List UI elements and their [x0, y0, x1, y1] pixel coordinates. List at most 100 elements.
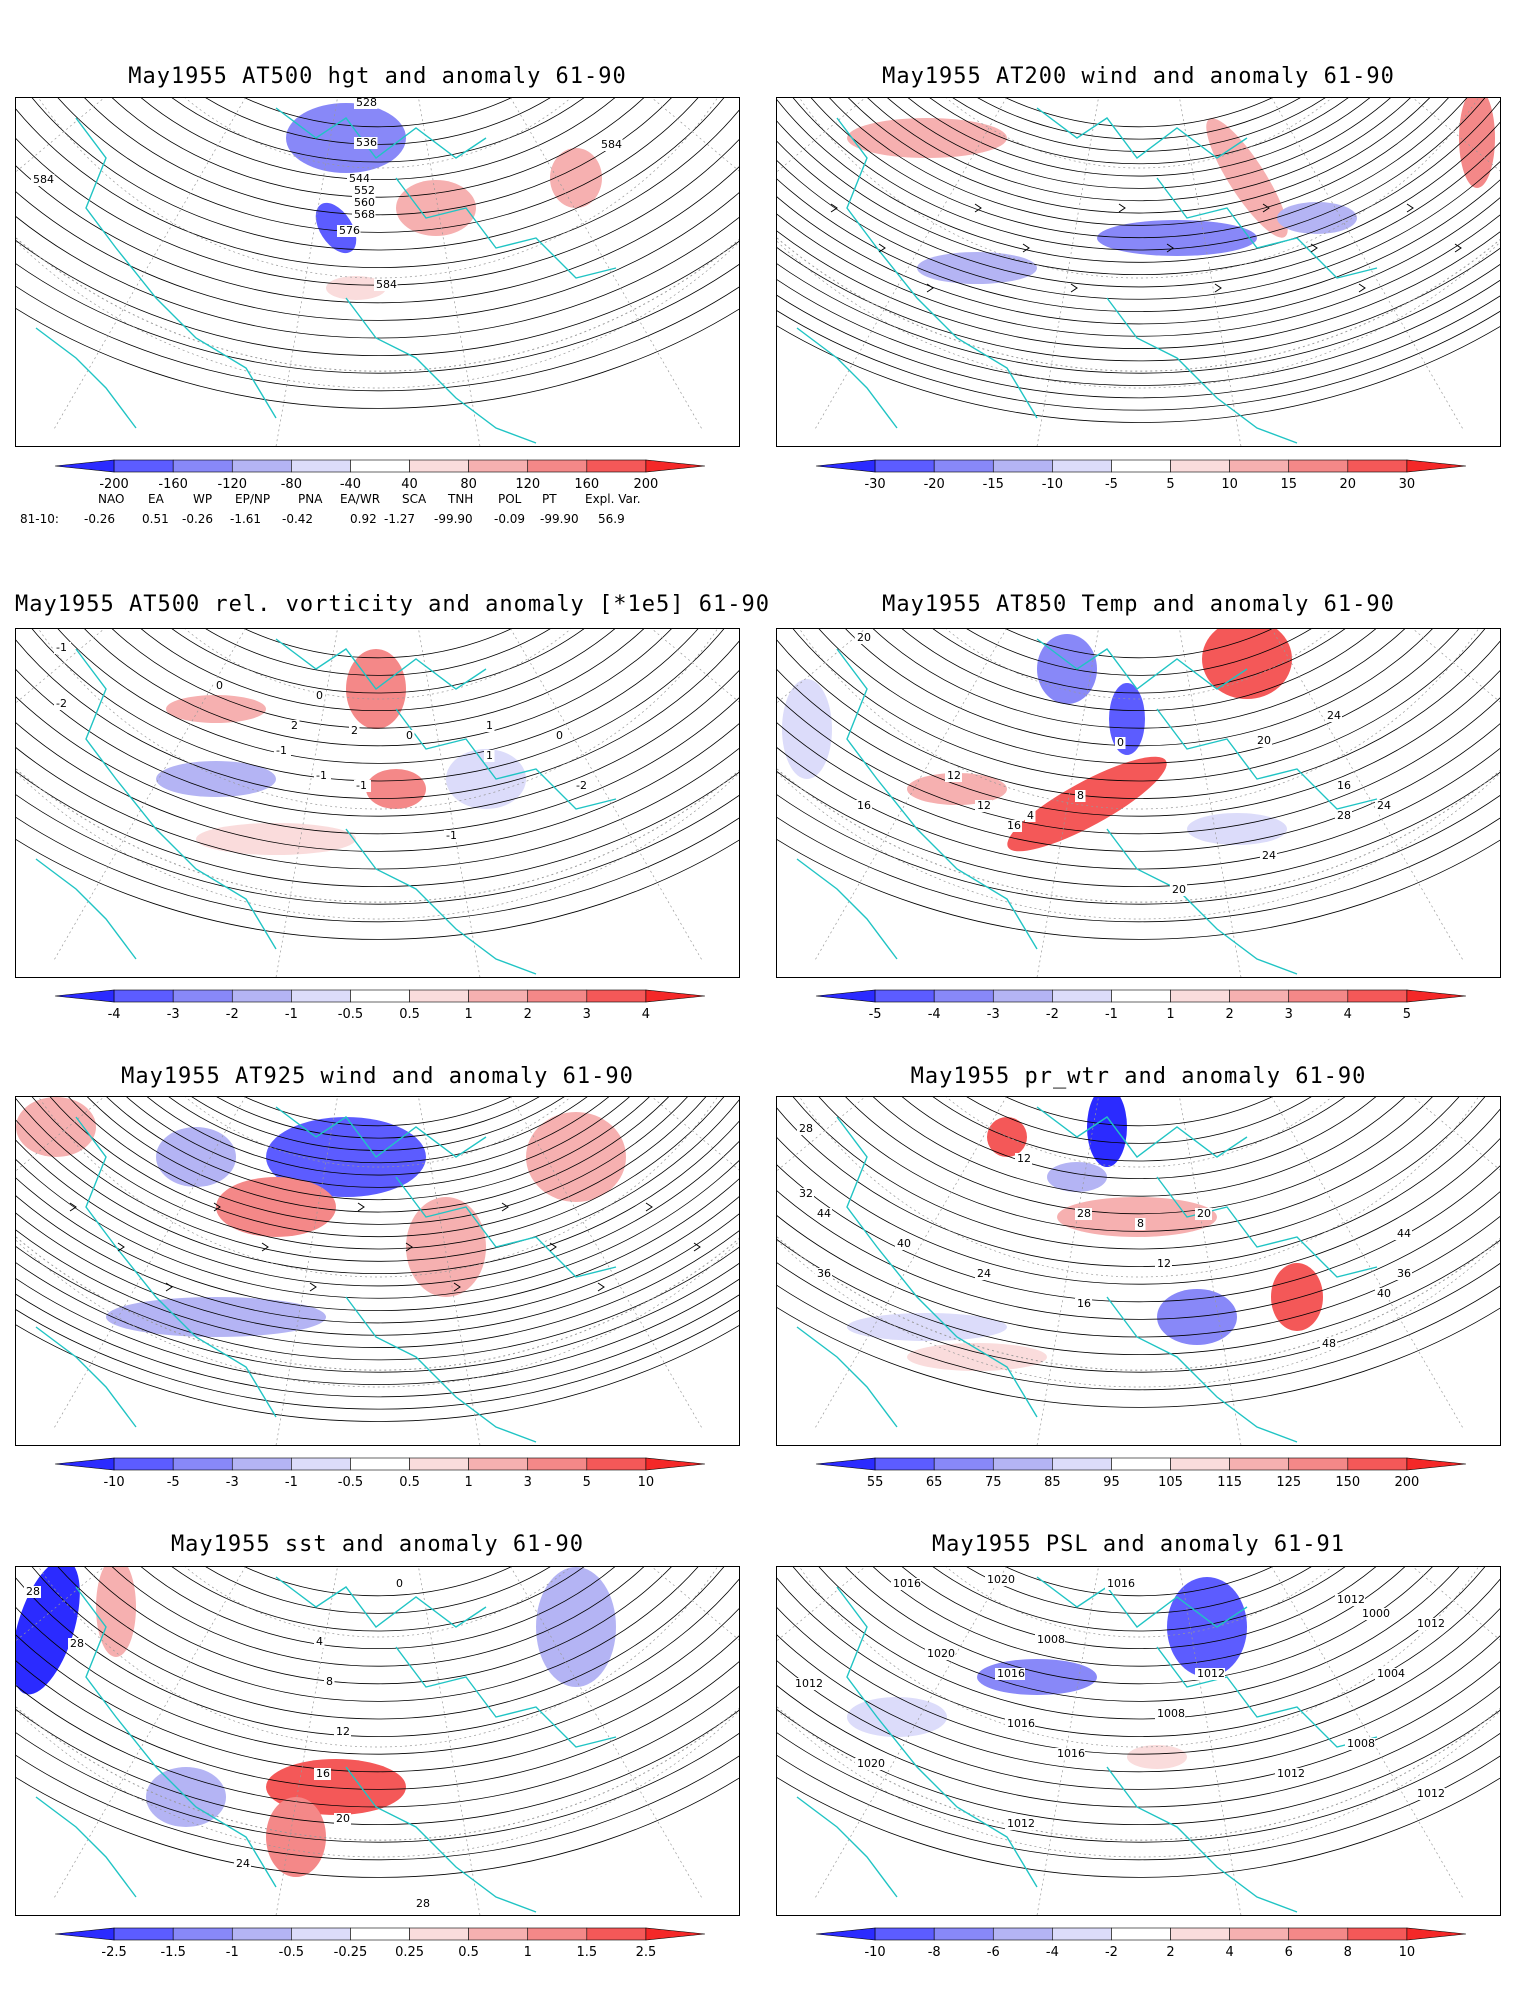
colorbar-segment	[231, 989, 292, 1003]
colorbar-svg-p6: 55 65 75 85 95 105 115 125 150 200	[815, 1457, 1467, 1490]
colorbar-tick-label: 2	[524, 1007, 532, 1022]
colorbar-segment	[933, 989, 994, 1003]
contour-label-bg	[314, 1768, 331, 1780]
contour-label: 4	[316, 1635, 323, 1648]
contour-label: 20	[1257, 734, 1271, 747]
meridian-line	[418, 629, 481, 977]
contour-label: 16	[857, 799, 871, 812]
contour-label-bg	[214, 680, 225, 692]
colorbar-tick-label: -4	[1046, 1945, 1059, 1960]
contour-label-bg	[1360, 1608, 1390, 1620]
contour-line	[777, 120, 1500, 275]
anomaly-shading	[16, 1567, 80, 1695]
contour-label: 44	[817, 1207, 831, 1220]
anomaly-shading	[1167, 1577, 1247, 1677]
anomaly-shading	[156, 761, 276, 797]
contour-label: 568	[354, 208, 375, 221]
contour-label: -2	[576, 779, 587, 792]
coastline	[1156, 1176, 1378, 1278]
anomaly-shading	[266, 1117, 426, 1197]
contour-label: 24	[1262, 849, 1276, 862]
colorbar-segment	[1170, 459, 1230, 473]
contour-label-bg	[1325, 710, 1342, 722]
contour-line	[818, 629, 1460, 764]
contour-line	[811, 98, 1467, 238]
coastline	[345, 828, 537, 975]
contour-label: -1	[56, 641, 67, 654]
contour-line	[1005, 629, 1273, 659]
contour-label-bg	[404, 730, 415, 742]
colorbar-tick-label: 15	[1280, 477, 1297, 492]
colorbar-over-triangle	[1406, 989, 1467, 1003]
colorbar-segment	[468, 989, 529, 1003]
wind-arrow	[1214, 283, 1222, 293]
colorbar-tick-label: 105	[1158, 1475, 1183, 1490]
wind-arrow	[261, 1242, 269, 1252]
contour-label: 28	[416, 1897, 430, 1910]
contour-label: 8	[1077, 789, 1084, 802]
colorbar-tick-label: 160	[574, 477, 599, 492]
anomaly-shading	[1097, 220, 1257, 256]
colorbar-segment	[527, 459, 588, 473]
contour-line	[16, 1139, 739, 1287]
contour-label: 16	[1007, 819, 1021, 832]
colorbar-segment	[1111, 1927, 1171, 1941]
contour-label: 584	[601, 138, 622, 151]
contour-label-bg	[68, 1638, 85, 1650]
contour-label-bg	[354, 780, 371, 792]
contour-label: 528	[356, 98, 377, 109]
contour-line	[1005, 98, 1273, 128]
colorbar-segment	[1052, 989, 1112, 1003]
wind-arrow	[1070, 283, 1078, 293]
contour-line	[901, 1567, 1377, 1649]
contour-line	[112, 629, 644, 729]
contour-line	[140, 1567, 616, 1649]
anomaly-shading	[847, 1313, 1007, 1341]
colorbar-under-triangle	[54, 459, 115, 473]
meridian-line	[418, 1097, 481, 1445]
contour-line	[16, 1278, 739, 1385]
colorbar-over-triangle	[1406, 1457, 1467, 1471]
panel-title-p7: May1955 sst and anomaly 61-90	[170, 1532, 585, 1557]
contour-line	[16, 770, 739, 887]
contour-line	[16, 722, 739, 852]
contour-line	[777, 1754, 1500, 1861]
colorbar-tick-label: -1	[285, 1007, 298, 1022]
map-svg-p7: 28 0 4 8 12 16 20 24 28 28	[16, 1567, 739, 1915]
colorbar-segment	[992, 459, 1053, 473]
contour-label-bg	[314, 690, 325, 702]
contour-label: 1008	[1037, 1633, 1065, 1646]
contour-label-bg	[891, 1578, 921, 1590]
colorbar-segment	[1170, 989, 1230, 1003]
coastline	[395, 177, 617, 279]
wind-arrow	[1310, 243, 1318, 253]
colorbar-segment	[231, 1927, 292, 1941]
map-svg-p3: -1 -2 0 0 -1 2 2 -1 0 -1 1 1 0 -2 -1	[16, 629, 739, 977]
wind-arrow	[69, 1202, 77, 1212]
colorbar-over-triangle	[1406, 459, 1467, 473]
colorbar-tick-label: -3	[226, 1475, 239, 1490]
colorbar-segment	[468, 459, 529, 473]
index-row-label: 81-10:	[20, 512, 59, 526]
contour-label: 552	[354, 184, 375, 197]
colorbar-segment	[874, 989, 935, 1003]
contour-label: 20	[1172, 883, 1186, 896]
contour-line	[777, 1634, 1500, 1773]
contour-line	[16, 239, 739, 356]
contour-label-bg	[599, 139, 623, 151]
contour-line	[777, 196, 1500, 325]
contour-label-bg	[1415, 1788, 1445, 1800]
contour-label: 32	[799, 1187, 813, 1200]
contour-line	[777, 1708, 1500, 1825]
contour-label-bg	[1335, 1594, 1365, 1606]
meridian-line	[1036, 1567, 1099, 1915]
meridian-line	[1271, 1567, 1465, 1901]
anomaly-shading	[1057, 1197, 1217, 1237]
contour-label-bg	[1075, 1208, 1092, 1220]
coastline	[1106, 828, 1298, 975]
contour-line	[171, 629, 585, 694]
colorbar-segment	[874, 1927, 935, 1941]
contour-line	[873, 629, 1405, 729]
contour-label-bg	[855, 1758, 885, 1770]
